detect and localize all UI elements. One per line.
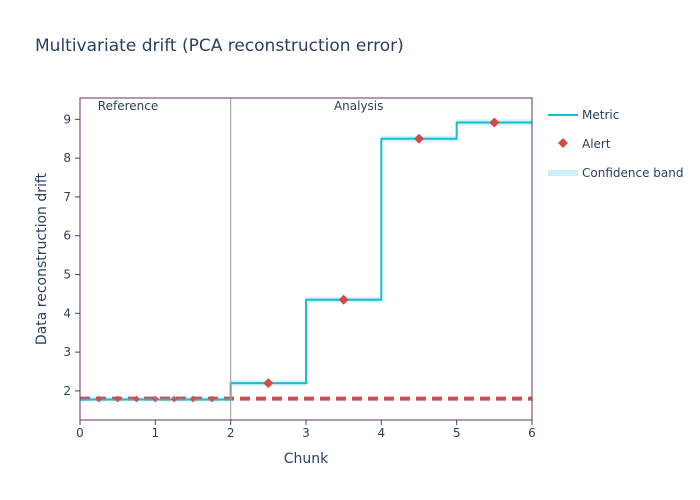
x-tick-label: 5 [453,426,461,440]
alert-marker [339,295,349,305]
reference-marker [171,396,178,403]
region-label-analysis: Analysis [334,99,383,113]
alert-marker [489,117,499,127]
y-tick-label: 7 [63,190,71,204]
y-axis-title: Data reconstruction drift [34,172,50,345]
reference-marker [208,396,215,403]
legend-metric-label[interactable]: Metric [582,108,619,122]
y-tick-label: 5 [63,268,71,282]
y-tick-label: 8 [63,151,71,165]
x-tick-label: 4 [378,426,386,440]
legend-alert-label[interactable]: Alert [582,137,611,151]
metric-line [80,122,532,399]
x-tick-label: 6 [528,426,536,440]
region-label-layer: Reference Analysis [98,99,384,113]
tick-layer: 0 1 2 3 4 5 6 2 3 4 5 6 7 8 9 [63,112,535,440]
x-tick-label: 3 [302,426,310,440]
metric-layer [80,122,532,399]
reference-marker [114,396,121,403]
y-tick-label: 6 [63,229,71,243]
marker-layer [95,117,499,402]
y-tick-label: 9 [63,112,71,126]
alert-marker [263,378,273,388]
y-tick-label: 4 [63,306,71,320]
legend-alert-swatch [558,138,568,148]
reference-marker [95,396,102,403]
x-tick-label: 1 [152,426,160,440]
x-axis-title: Chunk [284,451,329,467]
x-tick-label: 0 [76,426,84,440]
region-label-reference: Reference [98,99,158,113]
x-tick-label: 2 [227,426,235,440]
y-tick-label: 3 [63,345,71,359]
reference-marker [190,396,197,403]
reference-marker [133,396,140,403]
chart-title: Multivariate drift (PCA reconstruction e… [35,36,404,56]
legend-band-label[interactable]: Confidence band [582,166,683,180]
reference-marker [152,396,159,403]
y-tick-label: 2 [63,384,71,398]
legend: Metric Alert Confidence band [548,108,683,180]
alert-marker [414,134,424,144]
